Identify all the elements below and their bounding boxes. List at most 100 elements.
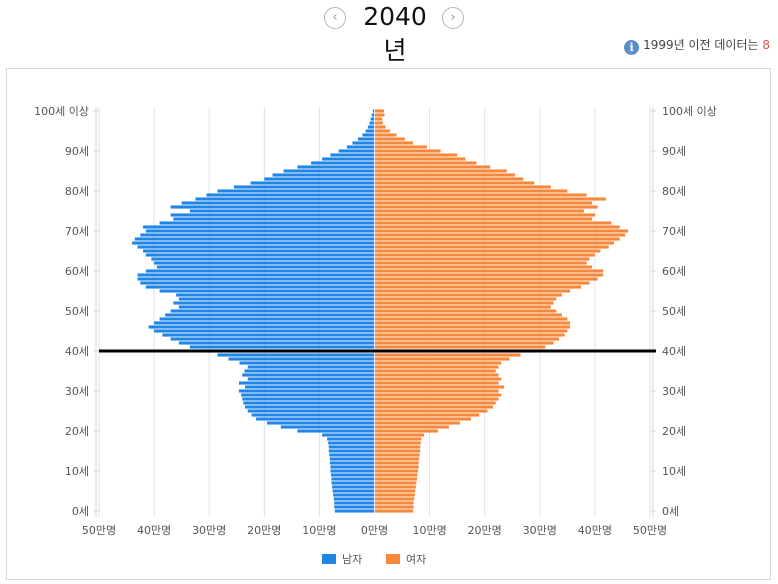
bar-female-13 xyxy=(374,457,420,461)
x-tick-label: 40만명 xyxy=(137,524,171,537)
bar-male-46 xyxy=(148,325,375,329)
y-tick-label-right: 100세 이상 xyxy=(662,105,717,118)
bar-male-62 xyxy=(154,261,375,265)
bar-male-20 xyxy=(297,429,375,433)
bar-male-34 xyxy=(242,373,375,377)
bar-female-17 xyxy=(374,441,421,445)
bar-male-68 xyxy=(134,237,375,241)
bar-male-72 xyxy=(159,221,375,225)
y-tick-label-right: 10세 xyxy=(662,465,686,478)
bar-male-18 xyxy=(327,437,375,441)
prev-year-button[interactable]: ‹ xyxy=(324,7,346,29)
bar-female-4 xyxy=(374,493,415,497)
legend-swatch-1[interactable] xyxy=(386,554,400,564)
bar-female-56 xyxy=(374,285,582,289)
bar-male-100 xyxy=(372,109,375,113)
bar-female-99 xyxy=(374,113,385,117)
x-tick-label: 30만명 xyxy=(192,524,226,537)
bar-female-33 xyxy=(374,377,502,381)
bar-male-12 xyxy=(329,461,375,465)
bar-female-76 xyxy=(374,205,598,209)
bar-female-54 xyxy=(374,293,562,297)
bar-female-37 xyxy=(374,361,502,365)
bar-male-25 xyxy=(247,409,375,413)
bar-female-25 xyxy=(374,409,488,413)
bar-male-75 xyxy=(189,209,375,213)
bar-female-22 xyxy=(374,421,460,425)
bar-male-98 xyxy=(370,117,375,121)
bar-female-6 xyxy=(374,485,416,489)
bar-female-93 xyxy=(374,137,405,141)
data-note-accent[interactable]: 8 xyxy=(762,38,770,52)
y-tick-label-left: 20세 xyxy=(65,425,89,438)
bar-female-26 xyxy=(374,405,493,409)
bar-male-83 xyxy=(264,177,375,181)
bar-male-24 xyxy=(251,413,375,417)
bar-female-20 xyxy=(374,429,438,433)
next-year-button[interactable]: › xyxy=(442,7,464,29)
bar-male-57 xyxy=(140,281,375,285)
bar-female-10 xyxy=(374,469,419,473)
bar-female-16 xyxy=(374,445,421,449)
bar-female-8 xyxy=(374,477,417,481)
bar-female-75 xyxy=(374,209,584,213)
bar-male-89 xyxy=(330,153,375,157)
bar-female-24 xyxy=(374,413,480,417)
bar-male-2 xyxy=(334,501,375,505)
bar-male-0 xyxy=(334,509,375,513)
bar-male-11 xyxy=(330,465,375,469)
bar-male-88 xyxy=(322,157,375,161)
population-pyramid-chart: 0세 0세 10세 10세 20세 20세 30세 30세 40세 40세 50세 50세 60세 60세… xyxy=(34,105,717,566)
bar-male-50 xyxy=(170,309,375,313)
bar-male-38 xyxy=(228,357,375,361)
bar-female-12 xyxy=(374,461,419,465)
bar-male-8 xyxy=(331,477,375,481)
bar-female-18 xyxy=(374,437,422,441)
bar-male-51 xyxy=(178,305,375,309)
year-header: ‹ 2040년 › xyxy=(0,0,778,65)
bar-female-81 xyxy=(374,185,551,189)
y-tick-label-right: 70세 xyxy=(662,225,686,238)
bar-male-17 xyxy=(328,441,375,445)
bar-female-67 xyxy=(374,241,615,245)
legend-label-0[interactable]: 남자 xyxy=(342,553,362,566)
info-icon[interactable]: i xyxy=(624,40,640,55)
y-tick-label-left: 80세 xyxy=(65,185,89,198)
bar-male-71 xyxy=(143,225,375,229)
bar-female-52 xyxy=(374,301,554,305)
bar-male-45 xyxy=(154,329,375,333)
legend-label-1[interactable]: 여자 xyxy=(406,553,426,566)
bar-male-22 xyxy=(267,421,375,425)
bar-male-92 xyxy=(352,141,375,145)
bar-male-69 xyxy=(140,233,375,237)
bar-female-57 xyxy=(374,281,590,285)
y-tick-label-right: 30세 xyxy=(662,385,686,398)
bar-female-95 xyxy=(374,129,390,133)
y-tick-label-left: 0세 xyxy=(72,505,89,518)
bar-male-66 xyxy=(137,245,375,249)
bar-male-10 xyxy=(330,469,375,473)
bar-male-32 xyxy=(238,381,375,385)
bar-female-65 xyxy=(374,249,601,253)
bar-female-51 xyxy=(374,305,551,309)
bar-female-66 xyxy=(374,245,609,249)
bar-male-91 xyxy=(346,145,375,149)
bar-female-34 xyxy=(374,373,499,377)
bar-female-27 xyxy=(374,401,496,405)
bar-female-90 xyxy=(374,149,441,153)
bar-female-73 xyxy=(374,217,593,221)
y-tick-label-left: 40세 xyxy=(65,345,89,358)
bar-male-76 xyxy=(170,205,375,209)
bar-female-77 xyxy=(374,201,593,205)
bar-male-30 xyxy=(238,389,375,393)
bar-male-79 xyxy=(206,193,375,197)
bar-male-48 xyxy=(159,317,375,321)
bar-male-5 xyxy=(332,489,375,493)
bar-male-7 xyxy=(331,481,375,485)
bar-male-67 xyxy=(132,241,375,245)
bar-male-81 xyxy=(233,185,375,189)
legend-swatch-0[interactable] xyxy=(322,554,336,564)
y-tick-label-right: 60세 xyxy=(662,265,686,278)
y-tick-label-left: 50세 xyxy=(65,305,89,318)
bar-male-84 xyxy=(272,173,375,177)
